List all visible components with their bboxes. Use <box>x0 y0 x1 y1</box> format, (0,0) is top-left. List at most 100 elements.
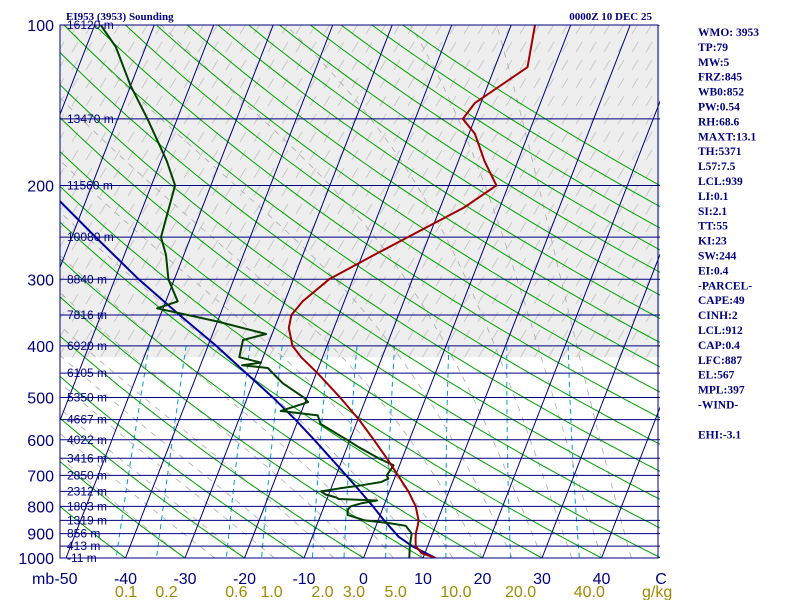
index-line: MW:5 <box>698 57 730 69</box>
height-label: 6105 m <box>67 366 107 380</box>
stability-indices: WMO: 3953 TP:79 MW:5 FRZ:845 WB0:852 PW:0.54 R… <box>698 27 759 441</box>
height-label: 3416 m <box>67 451 107 465</box>
plot-area <box>60 25 660 558</box>
height-label: 1319 m <box>67 513 107 527</box>
height-label: 4667 m <box>67 413 107 427</box>
isotherm-line <box>363 25 572 558</box>
temperature-tick-label: 10 <box>414 571 432 588</box>
pressure-label: 300 <box>27 272 54 289</box>
temperature-tick-label: -50 <box>54 571 77 588</box>
pressure-label: 600 <box>27 433 54 450</box>
index-line: FRZ:845 <box>698 72 742 84</box>
temperature-tick-label: -40 <box>114 571 137 588</box>
sounding-traces <box>60 25 536 558</box>
index-line: LFC:887 <box>698 355 742 367</box>
index-line: CINH:2 <box>698 310 738 322</box>
height-label: 16120 m <box>67 18 114 32</box>
y-unit-label: mb <box>32 571 54 588</box>
height-label: 2850 m <box>67 468 107 482</box>
pressure-label: 700 <box>27 468 54 485</box>
station-title: EI953 (3953) Sounding <box>66 11 174 23</box>
index-line: WB0:852 <box>698 87 744 99</box>
isotherm-line <box>422 25 631 558</box>
temperature-tick-label: -30 <box>173 571 196 588</box>
mixing-ratio-label: 40.0 <box>574 584 605 600</box>
index-line: TP:79 <box>698 42 728 54</box>
height-label: 6920 m <box>67 339 107 353</box>
mixing-ratio-label: 2.0 <box>311 584 333 600</box>
index-line: LCL:939 <box>698 176 743 188</box>
isotherm-line <box>65 25 274 558</box>
mixing-ratio-label: 20.0 <box>505 584 536 600</box>
height-label: 5350 m <box>67 391 107 405</box>
isotherms <box>60 25 660 558</box>
isotherm-line <box>125 25 334 558</box>
index-line: EL:567 <box>698 370 735 382</box>
height-label: 8840 m <box>67 272 107 286</box>
isobars <box>60 25 660 558</box>
height-label: 1803 m <box>67 499 107 513</box>
pressure-label: 400 <box>27 339 54 356</box>
index-line: RH:68.6 <box>698 116 739 128</box>
pressure-label: 500 <box>27 391 54 408</box>
temperature-tick-label: 20 <box>474 571 492 588</box>
height-label: 13470 m <box>67 112 114 126</box>
index-line: EHI:-3.1 <box>698 429 741 441</box>
temperature-tick-label: -20 <box>233 571 256 588</box>
dewpoint-trace <box>99 25 413 558</box>
index-line: TT:55 <box>698 221 728 233</box>
height-label: 2312 m <box>67 484 107 498</box>
height-label: 413 m <box>67 539 100 553</box>
stable-layer-shading <box>60 25 660 358</box>
index-line: PW:0.54 <box>698 102 740 114</box>
index-line: MAXT:13.1 <box>698 131 756 143</box>
temperature-tick-label: 0 <box>359 571 368 588</box>
height-label: 10080 m <box>67 230 114 244</box>
valid-time: 0000Z 10 DEC 25 <box>569 11 652 23</box>
pressure-label: 800 <box>27 499 54 516</box>
height-label: 7816 m <box>67 308 107 322</box>
temperature-tick-label: 40 <box>593 571 611 588</box>
index-line: -WIND- <box>698 400 738 412</box>
index-line: LCL:912 <box>698 325 743 337</box>
index-line: CAPE:49 <box>698 295 745 307</box>
isotherm-line <box>482 100 660 558</box>
mixing-ratio-label: 0.2 <box>155 584 177 600</box>
isotherm-line <box>541 253 660 558</box>
isotherm-line <box>244 25 453 558</box>
index-line: -PARCEL- <box>698 280 752 292</box>
isotherm-line <box>303 25 512 558</box>
index-line: LI:0.1 <box>698 191 729 203</box>
temperature-tick-label: 30 <box>533 571 551 588</box>
height-label: -11 m <box>67 551 97 565</box>
index-line: SW:244 <box>698 251 737 263</box>
shade-hatch <box>60 25 660 358</box>
pressure-label: 200 <box>27 178 54 195</box>
pressure-label: 1000 <box>18 551 54 568</box>
mixing-ratio-label: 5.0 <box>385 584 407 600</box>
index-line: WMO: 3953 <box>698 27 759 39</box>
mixing-ratio-label: 1.0 <box>260 584 282 600</box>
temperature-trace <box>287 25 536 558</box>
index-line: CAP:0.4 <box>698 340 740 352</box>
temperature-tick-label: -10 <box>292 571 315 588</box>
isotherm-line <box>184 25 393 558</box>
index-line: TH:5371 <box>698 146 742 158</box>
mixing-ratio-label: 10.0 <box>440 584 471 600</box>
index-line: L57:7.5 <box>698 161 736 173</box>
pressure-label: 100 <box>27 18 54 35</box>
index-line: EI:0.4 <box>698 265 729 277</box>
height-label: 856 m <box>67 527 100 541</box>
index-line: KI:23 <box>698 236 727 248</box>
height-label: 4022 m <box>67 433 107 447</box>
height-label: 11560 m <box>67 178 113 192</box>
isotherm-line <box>60 25 155 269</box>
pressure-label: 900 <box>27 527 54 544</box>
parcel-trace <box>60 199 436 558</box>
isotherm-line <box>60 25 215 422</box>
isotherm-line <box>601 406 660 558</box>
index-line: MPL:397 <box>698 385 745 397</box>
mixing-ratio-label: 3.0 <box>343 584 365 600</box>
